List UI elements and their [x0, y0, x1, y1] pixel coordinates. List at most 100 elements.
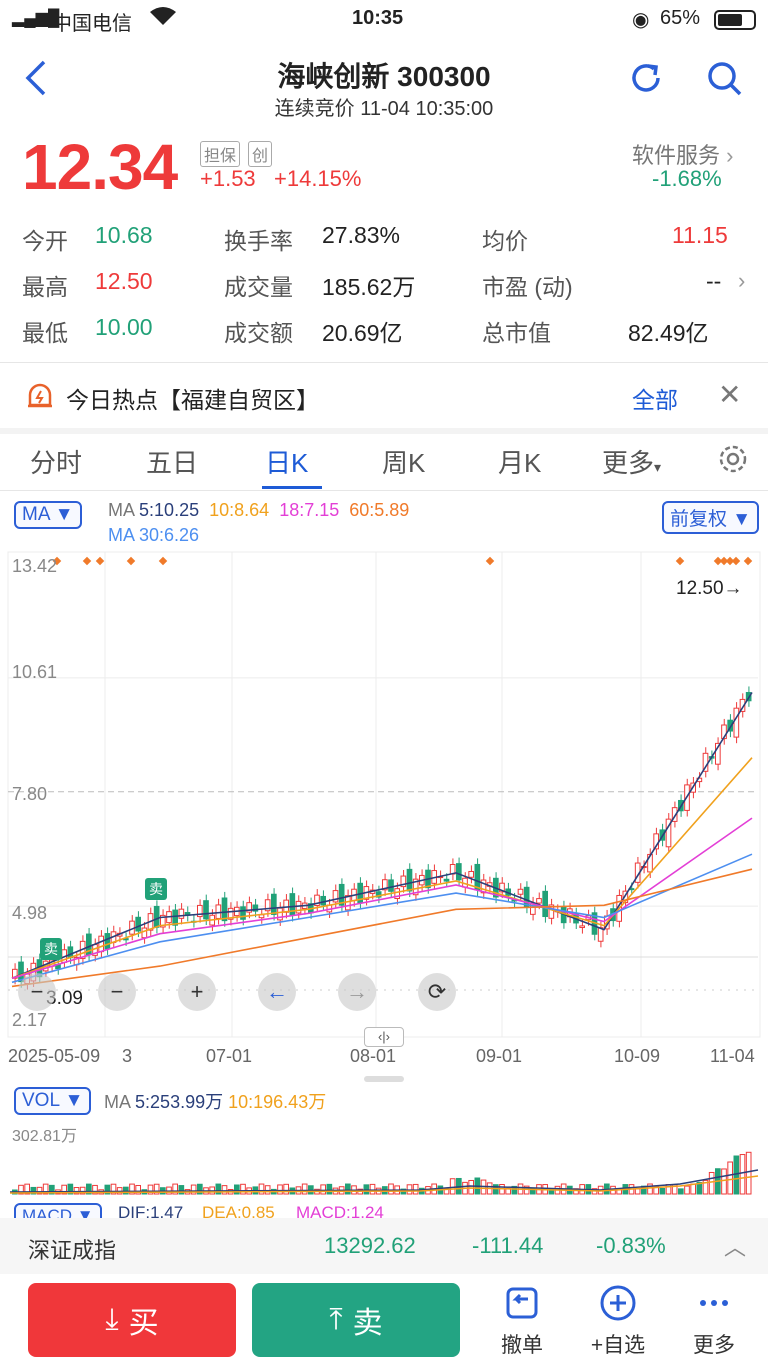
x-label: 3 — [122, 1046, 133, 1066]
search-icon[interactable] — [704, 58, 744, 103]
sector-link[interactable]: 软件服务 › — [632, 138, 733, 170]
tab-monthly-k[interactable]: 月K — [498, 448, 542, 478]
range-drag-handle[interactable]: ‹|› — [364, 1027, 404, 1047]
volume-bar — [696, 1181, 703, 1195]
volume-bar — [264, 1185, 271, 1195]
tab-intraday[interactable]: 分时 — [30, 448, 83, 478]
volume-bar — [739, 1154, 746, 1195]
amount-value: 20.69亿 — [322, 320, 403, 346]
price-change-pct: +14.15% — [274, 166, 362, 191]
indicator-select[interactable]: MA ▼ — [14, 501, 82, 529]
volume-bar — [412, 1183, 419, 1195]
back-icon[interactable] — [22, 58, 52, 103]
hot-all-link[interactable]: 全部 — [632, 387, 678, 413]
candle-body — [289, 893, 296, 916]
vol-select[interactable]: VOL ▼ — [14, 1087, 92, 1115]
vol-ma-prefix: MA — [104, 1092, 131, 1112]
status-bar: ▂▄▆█ 中国电信 10:35 ◉ 65% — [0, 0, 768, 40]
cancel-order-button[interactable]: 撤单 — [482, 1283, 562, 1359]
more-button[interactable]: 更多 — [674, 1283, 754, 1359]
sell-button[interactable]: ⤒ 卖 — [252, 1283, 460, 1357]
adjust-select-label: 前复权 — [670, 509, 728, 530]
tab-five-day[interactable]: 五日 — [146, 448, 199, 478]
buy-button[interactable]: ⤓ 买 — [28, 1283, 236, 1357]
mcap-label: 总市值 — [482, 320, 551, 346]
candle-body — [295, 900, 302, 914]
volume-bar — [468, 1179, 475, 1195]
volume-bar — [49, 1184, 55, 1195]
volume-chart[interactable] — [0, 1140, 768, 1200]
avg-value: 11.15 — [672, 222, 728, 248]
volume-bar — [449, 1178, 456, 1195]
settings-gear-icon[interactable] — [716, 442, 750, 481]
candle-body — [671, 807, 678, 822]
candle-body — [203, 900, 209, 920]
kline-chart[interactable] — [0, 550, 768, 1080]
volume-bar — [190, 1184, 197, 1195]
volume-bar — [104, 1184, 111, 1195]
vol-max-label: 302.81万 — [12, 1128, 77, 1145]
index-pct: -0.83% — [596, 1233, 666, 1258]
candle-body — [388, 879, 394, 892]
candle-body — [246, 902, 252, 913]
panel-resize-handle[interactable] — [364, 1076, 404, 1082]
vol-ma10-line — [9, 1175, 759, 1194]
tab-weekly-k[interactable]: 周K — [382, 448, 426, 478]
volume-bar — [129, 1183, 135, 1195]
adjust-select[interactable]: 前复权 ▼ — [662, 501, 760, 534]
ma30-value: MA 30:6.26 — [108, 525, 200, 545]
zoom-in-icon[interactable]: + — [178, 973, 216, 1011]
volume-label: 成交量 — [224, 274, 293, 300]
volume-bar — [215, 1183, 222, 1195]
chevron-right-icon[interactable]: › — [738, 268, 746, 293]
tab-daily-k[interactable]: 日K — [265, 448, 309, 478]
zoom-out-icon[interactable]: − — [18, 973, 56, 1011]
index-bar[interactable]: 深证成指 13292.62 -111.44 -0.83% ︿ — [0, 1218, 768, 1274]
y-label-3: 7.80 — [12, 784, 48, 804]
sell-signal-badge[interactable]: 卖 — [145, 878, 167, 900]
arrow-left-icon[interactable]: ← — [258, 973, 296, 1011]
zoom-out-button[interactable]: − — [98, 973, 136, 1011]
arrow-right-icon[interactable]: → — [338, 973, 376, 1011]
event-marker — [82, 556, 92, 566]
board-badge: 创 — [248, 141, 273, 167]
macd-dea: DEA:0.85 — [202, 1203, 275, 1218]
candle-body — [98, 935, 105, 953]
volume-bar — [388, 1183, 394, 1195]
ma18-value: 18:7.15 — [279, 500, 340, 520]
buy-arrow-icon: ⤓ — [105, 1303, 119, 1336]
candle-body — [665, 818, 672, 848]
candle-body — [104, 933, 111, 950]
more-label: 更多 — [693, 1334, 735, 1357]
add-watchlist-button[interactable]: +自选 — [578, 1283, 658, 1359]
volume-bar — [301, 1183, 308, 1195]
hot-alarm-icon — [24, 379, 56, 416]
hot-topic-text[interactable]: 今日热点【福建自贸区】 — [66, 387, 319, 413]
macd-select[interactable]: MACD ▼ — [14, 1203, 102, 1218]
candle-body — [240, 906, 246, 920]
chevron-up-icon[interactable]: ︿ — [724, 1235, 747, 1260]
refresh-icon[interactable] — [626, 58, 666, 103]
volume-bar — [24, 1183, 31, 1195]
volume-bar — [634, 1188, 641, 1195]
close-icon[interactable]: ✕ — [718, 379, 742, 410]
pe-value: -- — [706, 268, 722, 294]
indicator-select-label: MA — [22, 504, 50, 525]
candle-body — [141, 927, 148, 939]
chart-frame — [7, 551, 761, 1038]
volume-bar — [745, 1151, 752, 1195]
buy-label: 买 — [128, 1307, 159, 1340]
volume-bar — [258, 1183, 265, 1195]
divider — [0, 490, 768, 491]
volume-bar — [172, 1183, 178, 1195]
sell-signal-badge[interactable]: 卖 — [40, 938, 62, 960]
tab-more[interactable]: 更多▾ — [602, 443, 661, 480]
volume-bar — [178, 1185, 185, 1195]
candle-body — [160, 914, 166, 928]
avg-label: 均价 — [482, 228, 528, 254]
dropdown-icon: ▼ — [64, 1090, 84, 1111]
rotate-icon[interactable]: ⟳ — [418, 973, 456, 1011]
candle-body — [517, 888, 524, 895]
volume-bar — [30, 1186, 37, 1195]
x-label: 07-01 — [206, 1046, 253, 1066]
